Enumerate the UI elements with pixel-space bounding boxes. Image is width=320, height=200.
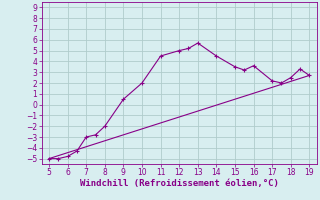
X-axis label: Windchill (Refroidissement éolien,°C): Windchill (Refroidissement éolien,°C) <box>80 179 279 188</box>
